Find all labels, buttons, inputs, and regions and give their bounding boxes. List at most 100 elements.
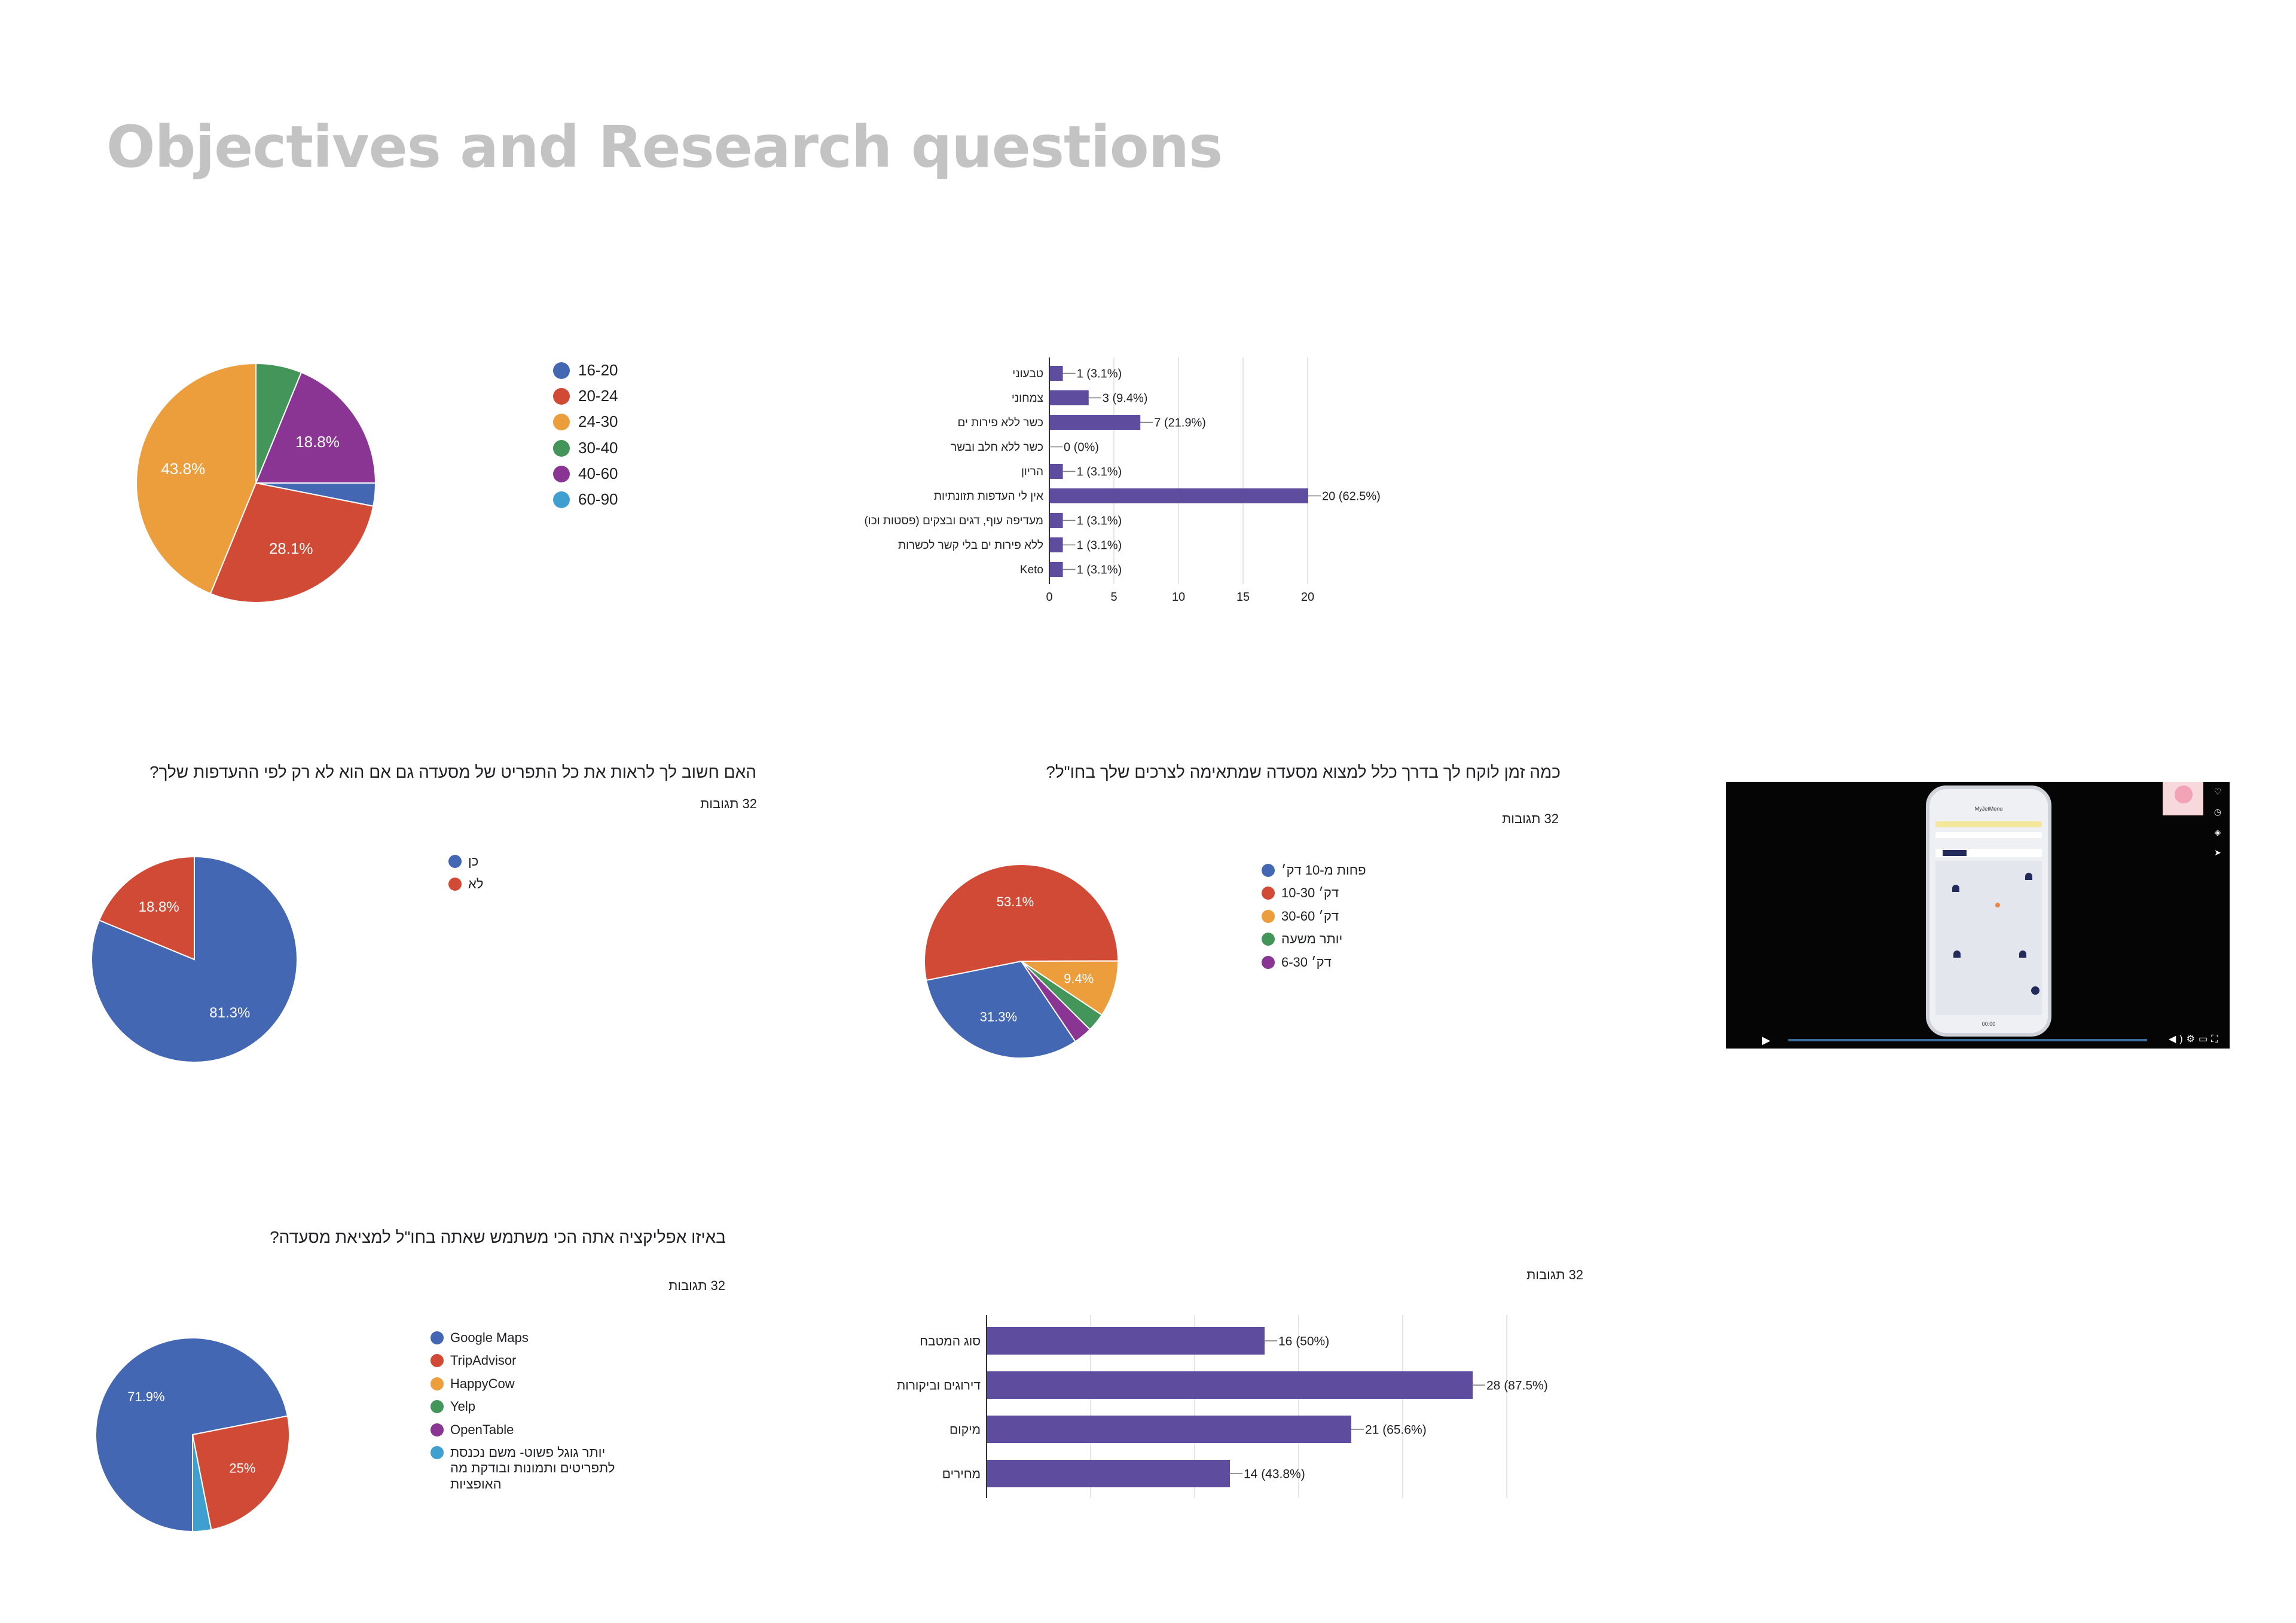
layers-icon[interactable]: ◈ <box>2214 827 2221 837</box>
diet-bar <box>1050 464 1063 479</box>
diet-tick-label: 10 <box>1172 591 1185 604</box>
age-legend-item: 60-90 <box>553 490 618 509</box>
app-slice <box>95 1337 289 1533</box>
diet-value-label: 1 (3.1%) <box>1077 539 1122 552</box>
diet-tick-label: 0 <box>1046 591 1052 604</box>
menu-legend-label: לא <box>468 876 484 892</box>
age-legend-swatch <box>553 465 570 482</box>
app-legend: Google Maps TripAdvisor HappyCow Yelp OpenTa… <box>430 1330 642 1499</box>
factors-category-label: סוג המטבח <box>920 1334 981 1348</box>
age-slice-label: 28.1% <box>269 539 313 557</box>
time-legend-label: 30-60 דק׳ <box>1281 908 1339 924</box>
time-slice <box>1021 961 1091 1043</box>
app-legend-label: יותר גוגל פשוט- משם נכנסת לתפריטים ותמונ… <box>450 1444 615 1491</box>
app-slice <box>191 1415 290 1531</box>
app-response-count: 32 תגובות <box>668 1278 725 1293</box>
time-legend-label: פחות מ-10 דק׳ <box>1281 863 1366 878</box>
app-legend-label: Google Maps <box>450 1330 529 1345</box>
diet-category-label: Keto <box>1020 564 1043 576</box>
menu-legend-label: כן <box>468 854 479 869</box>
diet-value-label: 7 (21.9%) <box>1154 417 1206 430</box>
player-controls-icons[interactable]: ◀)⚙▭⛶ <box>2169 1034 2222 1044</box>
diet-tick-label: 5 <box>1110 591 1117 604</box>
age-legend-label: 40-60 <box>578 464 618 482</box>
time-legend-label: 10-30 דק׳ <box>1281 885 1339 901</box>
factors-value-label: 14 (43.8%) <box>1244 1467 1305 1481</box>
filter-bar <box>1935 821 2042 827</box>
time-slice-label: 9.4% <box>1064 971 1094 986</box>
factors-value-label: 16 (50%) <box>1278 1334 1329 1348</box>
diet-value-label: 1 (3.1%) <box>1077 466 1122 479</box>
app-legend-label: OpenTable <box>450 1422 514 1437</box>
time-legend-item: פחות מ-10 דק׳ <box>1262 863 1366 878</box>
age-slice-label: 18.8% <box>295 433 340 451</box>
time-slice <box>924 863 1119 981</box>
send-icon[interactable]: ➤ <box>2214 848 2221 857</box>
diet-tick-label: 20 <box>1301 591 1314 604</box>
phone-mockup: MyJetMenu 00:00 <box>1926 785 2051 1037</box>
progress-track[interactable] <box>1788 1039 2147 1041</box>
time-legend-swatch <box>1262 887 1275 900</box>
diet-bar <box>1050 537 1063 552</box>
age-legend-swatch <box>553 414 570 431</box>
menu-pie-chart: 81.3% 18.8% <box>91 855 298 1063</box>
diet-category-label: כשר ללא חלב ובשר <box>951 441 1043 454</box>
age-slice <box>136 362 257 595</box>
diet-bar <box>1050 390 1089 405</box>
age-legend-label: 16-20 <box>578 361 618 379</box>
app-legend-swatch <box>430 1354 444 1368</box>
diet-value-label: 20 (62.5%) <box>1322 490 1381 503</box>
age-legend-swatch <box>553 439 570 457</box>
app-legend-swatch <box>430 1445 444 1459</box>
time-legend-swatch <box>1262 909 1275 923</box>
diet-bar <box>1050 513 1063 528</box>
factors-category-label: מיקום <box>949 1423 981 1436</box>
factors-bar <box>987 1371 1473 1399</box>
diet-category-label: כשר ללא פירות ים <box>957 417 1043 429</box>
factors-bar <box>987 1327 1265 1355</box>
search-bar <box>1935 832 2042 838</box>
menu-question-title: האם חשוב לך לראות את כל התפריט של מסעדה … <box>149 763 756 781</box>
time-legend-item: 30-60 דק׳ <box>1262 909 1366 924</box>
app-legend-label: HappyCow <box>450 1376 515 1391</box>
age-legend-label: 60-90 <box>578 490 618 508</box>
time-legend-swatch <box>1262 864 1275 877</box>
map-area <box>1935 861 2042 1015</box>
diet-category-label: אין לי העדפות תזונתיות <box>934 490 1043 503</box>
app-legend-item: OpenTable <box>430 1422 642 1438</box>
age-slice <box>255 371 377 484</box>
app-slice <box>192 1434 212 1533</box>
time-legend-item: 10-30 דק׳ <box>1262 885 1366 901</box>
age-slice-label: 43.8% <box>161 460 205 478</box>
age-slice <box>209 482 374 603</box>
app-legend-label: Yelp <box>450 1399 476 1414</box>
time-legend-swatch <box>1262 933 1275 946</box>
diet-bar <box>1050 562 1063 577</box>
page-title: Objectives and Research questions <box>106 114 1223 181</box>
video-player[interactable]: MyJetMenu 00:00 ♡ ◷ ◈ ➤ ▶ ◀)⚙▭⛶ <box>1726 782 2230 1049</box>
time-legend-swatch <box>1262 955 1275 969</box>
time-legend-item: יותר משעה <box>1262 931 1366 947</box>
tab-strip <box>1935 849 2042 857</box>
factors-bar-chart: סוג המטבח 16 (50%) דירוגים וביקורות 28 (87.… <box>897 1315 1548 1498</box>
app-legend-swatch <box>430 1377 444 1390</box>
heart-icon[interactable]: ♡ <box>2213 787 2222 796</box>
age-legend-item: 20-24 <box>553 387 618 405</box>
app-legend-item: TripAdvisor <box>430 1353 642 1368</box>
time-question-title: כמה זמן לוקח לך בדרך כלל למצוא מסעדה שמת… <box>1046 763 1561 781</box>
play-icon[interactable]: ▶ <box>1762 1034 1770 1046</box>
diet-bar <box>1050 366 1063 381</box>
age-legend-label: 20-24 <box>578 387 618 405</box>
time-legend: פחות מ-10 דק׳ 10-30 דק׳ 30-60 דק׳ יותר משעה… <box>1262 863 1366 977</box>
time-slice-label: 53.1% <box>997 894 1034 909</box>
age-pie-chart: 28.1% 43.8% 18.8% <box>136 362 377 603</box>
app-pie-chart: 71.9% 25% <box>95 1337 290 1533</box>
age-legend-item: 30-40 <box>553 439 618 457</box>
age-legend: 16-20 20-24 24-30 30-40 40-60 60-90 <box>553 361 618 516</box>
app-legend-swatch <box>430 1400 444 1414</box>
side-controls: ♡ ◷ ◈ ➤ <box>2212 787 2224 868</box>
clock-icon[interactable]: ◷ <box>2213 807 2222 817</box>
age-legend-swatch <box>553 491 570 508</box>
diet-category-label: טבעוני <box>1012 368 1043 380</box>
age-legend-label: 30-40 <box>578 438 618 457</box>
